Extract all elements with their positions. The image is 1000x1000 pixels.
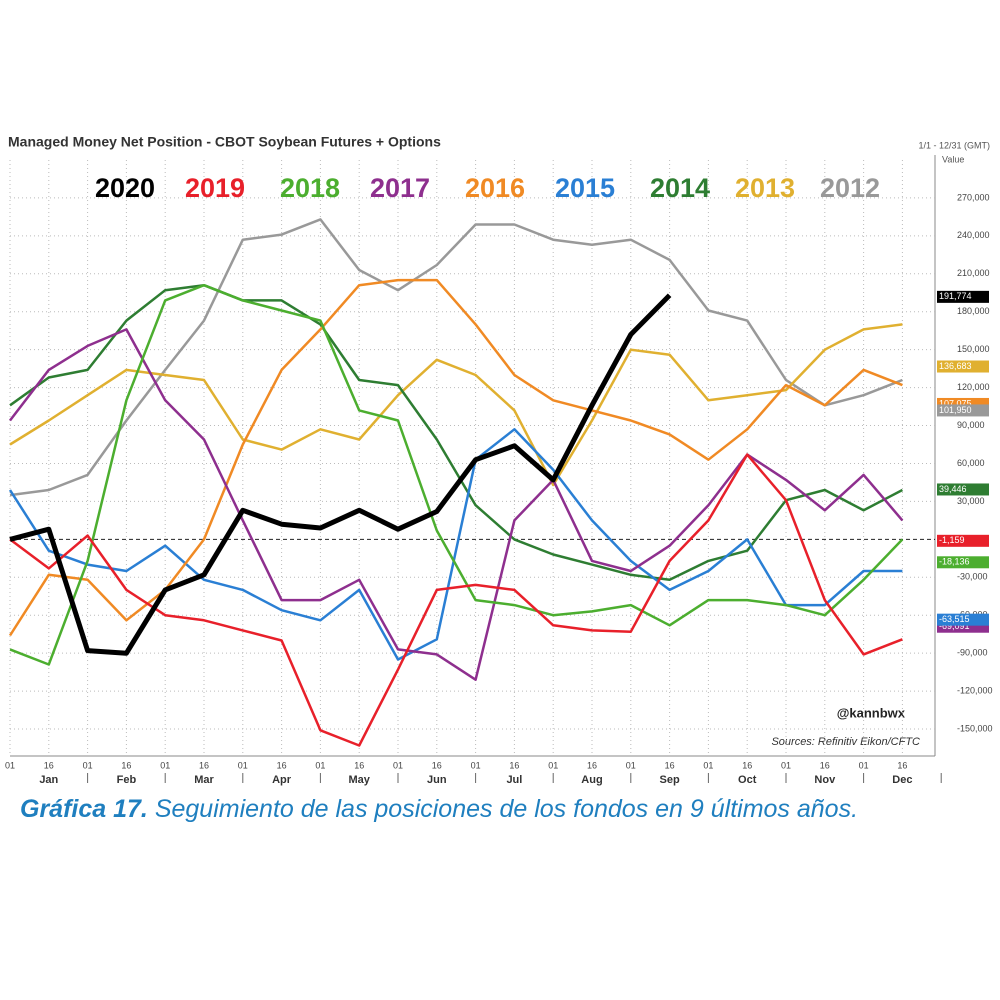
x-tick-label: 01 [703,760,713,770]
chart: Managed Money Net Position - CBOT Soybea… [5,134,993,786]
legend-entry: 2017 [370,173,430,203]
month-label: Jul [506,774,522,786]
month-label: Mar [194,774,214,786]
end-value-label: 39,446 [939,484,967,494]
caption: Gráfica 17. Seguimiento de las posicione… [20,795,858,824]
y-tick-label: -30,000 [957,572,988,582]
end-value-box [937,613,989,626]
date-range: 1/1 - 12/31 (GMT) [918,140,990,150]
month-label: Sep [660,774,680,786]
end-value-box [937,290,989,303]
end-value-label: 101,950 [939,405,972,415]
x-tick-label: 16 [820,760,830,770]
x-tick-label: 16 [432,760,442,770]
x-tick-label: 16 [199,760,209,770]
x-tick-label: 16 [665,760,675,770]
series-line [9,283,903,582]
end-value-label: -1,159 [939,535,965,545]
legend-entry: 2015 [555,173,615,203]
x-tick-label: 01 [315,760,325,770]
month-label: Oct [738,774,757,786]
series-line [9,328,904,681]
legend-entry: 2018 [280,173,340,203]
end-value-label: -63,515 [939,614,970,624]
month-label: May [348,774,370,786]
series-line [9,323,903,487]
y-tick-label: 60,000 [957,458,985,468]
y-tick-label: 120,000 [957,382,990,392]
y-tick-label: 30,000 [957,496,985,506]
x-tick-label: 01 [393,760,403,770]
x-tick-label: 01 [5,760,15,770]
series-line [9,283,904,666]
end-value-label: -18,136 [939,557,970,567]
x-tick-label: 16 [121,760,131,770]
month-label: Nov [814,774,836,786]
end-value-box [937,404,989,417]
end-value-label: -69,091 [939,621,970,631]
series-line [9,293,672,656]
x-tick-label: 01 [548,760,558,770]
x-tick-label: 01 [471,760,481,770]
x-tick-label: 16 [509,760,519,770]
legend-entry: 2013 [735,173,795,203]
month-label: Feb [117,774,137,786]
y-tick-label: 180,000 [957,306,990,316]
y-tick-label: -90,000 [957,648,988,658]
y-tick-label: 240,000 [957,230,990,240]
chart-title: Managed Money Net Position - CBOT Soybea… [8,134,441,150]
legend-entry: 2019 [185,173,245,203]
series-line [8,428,903,661]
x-tick-label: 01 [859,760,869,770]
series-line [8,278,903,637]
caption-lead: Gráfica 17. [20,795,148,823]
legend-entry: 2014 [650,173,710,203]
month-label: Jan [39,774,58,786]
series-line [9,218,903,497]
end-value-label: 136,683 [939,361,972,371]
x-tick-label: 01 [238,760,248,770]
series-line [9,453,903,747]
end-value-box [937,556,989,569]
y-tick-label: 150,000 [957,344,990,354]
legend-entry: 2016 [465,173,525,203]
end-value-box [937,483,989,496]
y-tick-label: -120,000 [957,685,993,695]
y-tick-label: -150,000 [957,723,993,733]
x-tick-label: 16 [277,760,287,770]
x-tick-label: 16 [354,760,364,770]
end-value-box [937,534,989,547]
y-tick-label: 210,000 [957,268,990,278]
legend-entry: 2012 [820,173,880,203]
x-tick-label: 16 [44,760,54,770]
month-label: Dec [892,774,912,786]
x-tick-label: 01 [83,760,93,770]
source: Sources: Refinitiv Eikon/CFTC [771,736,920,748]
month-label: Jun [427,774,447,786]
end-value-box [937,360,989,373]
y-tick-label: 90,000 [957,420,985,430]
annotation: @kannbwx [837,705,906,720]
month-label: Aug [581,774,602,786]
month-label: Apr [272,774,292,786]
legend-entry: 2020 [95,173,155,203]
x-tick-label: 01 [626,760,636,770]
x-tick-label: 16 [897,760,907,770]
y-tick-label: 270,000 [957,192,990,202]
end-value-label: 191,774 [939,291,972,301]
caption-text: Seguimiento de las posiciones de los fon… [154,795,859,823]
x-tick-label: 01 [781,760,791,770]
x-tick-label: 01 [160,760,170,770]
x-tick-label: 16 [742,760,752,770]
end-value-label: 107,075 [939,398,972,408]
x-tick-label: 16 [587,760,597,770]
y-axis-label: Value [942,154,964,164]
